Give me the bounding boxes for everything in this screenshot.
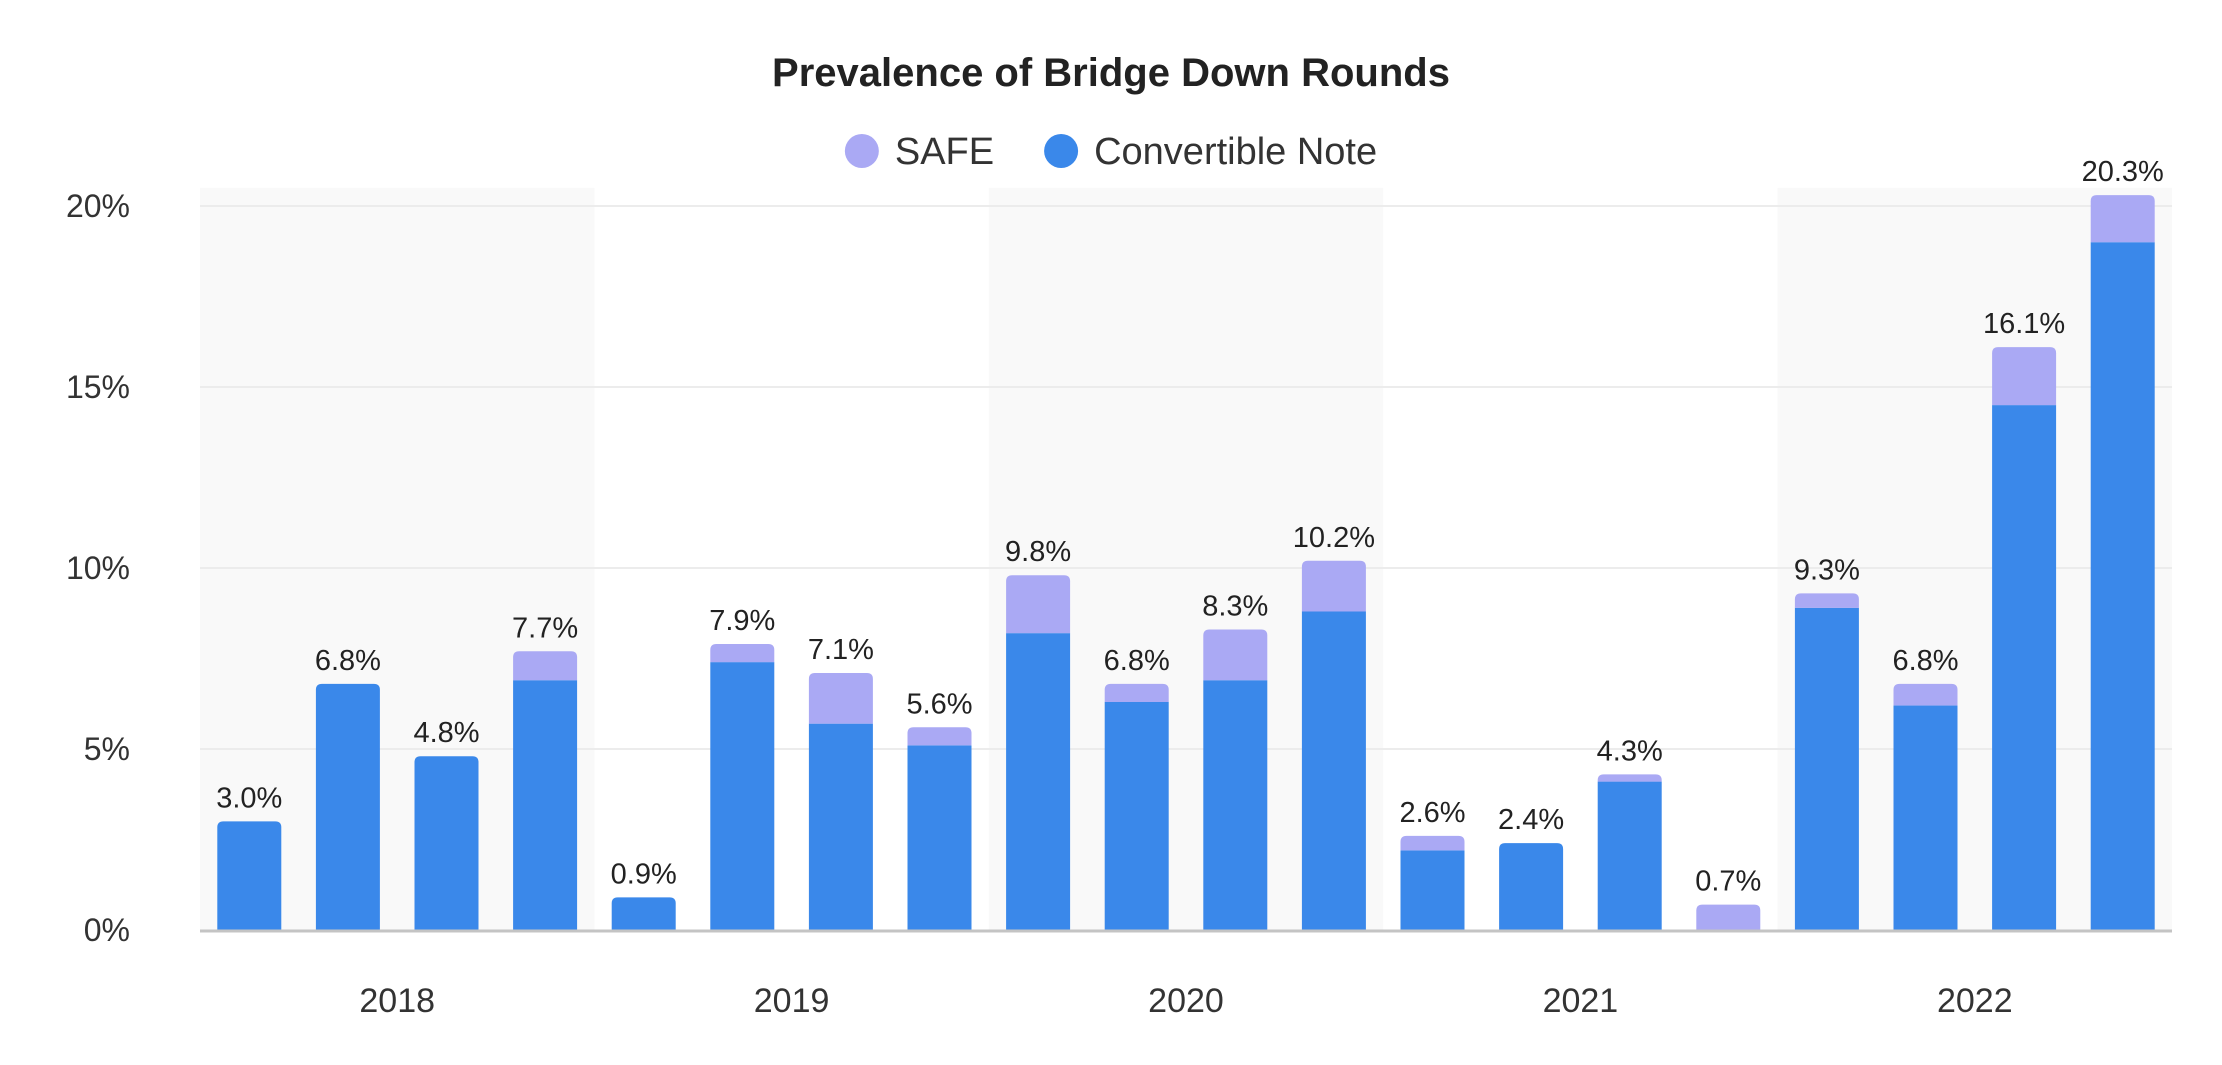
chart-title: Prevalence of Bridge Down Rounds bbox=[772, 51, 1450, 95]
bar-value-labels: 3.0% 6.8% 4.8% 7.7% 0.9% 7.9% 7.1% 5.6% 9.8% 6.8%… bbox=[216, 156, 2164, 898]
bar-safe bbox=[513, 651, 578, 681]
bar-total-label: 9.3% bbox=[1794, 554, 1860, 586]
bar-total-label: 2.4% bbox=[1498, 804, 1564, 836]
bar-safe bbox=[1696, 904, 1761, 930]
bar-total-label: 3.0% bbox=[216, 782, 282, 814]
bar-convertible-note bbox=[1104, 701, 1169, 930]
bar-total-label: 20.3% bbox=[2082, 156, 2164, 188]
bar-safe bbox=[1597, 774, 1662, 782]
year-bands bbox=[200, 187, 2172, 930]
bar-convertible-note bbox=[710, 662, 775, 930]
y-tick-label: 15% bbox=[66, 369, 130, 405]
bar-total-label: 7.1% bbox=[808, 634, 874, 666]
bar-convertible-note bbox=[1203, 680, 1268, 930]
bar-safe bbox=[2090, 195, 2155, 243]
bar-total-label: 4.3% bbox=[1597, 735, 1663, 767]
legend-label: Convertible Note bbox=[1094, 131, 1377, 173]
bar-convertible-note bbox=[513, 680, 578, 930]
bar-total-label: 9.8% bbox=[1005, 536, 1071, 568]
x-tick-label: 2021 bbox=[1543, 982, 1619, 1020]
bar-safe bbox=[907, 727, 972, 746]
bar-total-label: 6.8% bbox=[1892, 645, 1958, 677]
bar-convertible-note bbox=[611, 897, 676, 930]
bar-total-label: 6.8% bbox=[315, 645, 381, 677]
legend: SAFE Convertible Note bbox=[844, 131, 1377, 173]
y-tick-label: 20% bbox=[66, 188, 130, 224]
bar-convertible-note bbox=[217, 821, 282, 930]
bar-safe bbox=[1006, 575, 1071, 634]
bar-convertible-note bbox=[1301, 611, 1366, 930]
bar-convertible-note bbox=[1992, 405, 2057, 931]
bar-convertible-note bbox=[1400, 850, 1465, 930]
bar-convertible-note bbox=[2090, 242, 2155, 930]
bar-safe bbox=[808, 672, 873, 724]
bar-safe bbox=[1794, 593, 1859, 608]
bar-total-label: 2.6% bbox=[1399, 797, 1465, 829]
bar-total-label: 6.8% bbox=[1104, 645, 1170, 677]
legend-swatch bbox=[1044, 134, 1079, 168]
y-tick-label: 5% bbox=[84, 731, 130, 767]
bar-safe bbox=[1301, 560, 1366, 612]
bar-total-label: 10.2% bbox=[1293, 522, 1375, 554]
bar-safe bbox=[1400, 835, 1465, 851]
x-axis-ticks: 2018 2019 2020 2021 2022 bbox=[359, 982, 2012, 1020]
bar-convertible-note bbox=[1893, 705, 1958, 930]
bar-total-label: 7.9% bbox=[709, 605, 775, 637]
bar-total-label: 7.7% bbox=[512, 612, 578, 644]
legend-label: SAFE bbox=[895, 131, 994, 173]
x-tick-label: 2022 bbox=[1937, 982, 2013, 1020]
bar-convertible-note bbox=[1597, 781, 1662, 930]
bar-total-label: 16.1% bbox=[1983, 308, 2065, 340]
bar-safe bbox=[1992, 347, 2057, 406]
bar-convertible-note bbox=[1794, 607, 1859, 930]
x-tick-label: 2019 bbox=[754, 982, 830, 1020]
bar-total-label: 4.8% bbox=[413, 717, 479, 749]
legend-swatch bbox=[844, 134, 879, 168]
bar-safe bbox=[1893, 683, 1958, 706]
bar-total-label: 8.3% bbox=[1202, 591, 1268, 623]
y-axis-ticks: 0% 5% 10% 15% 20% bbox=[66, 188, 130, 948]
bar-convertible-note bbox=[808, 723, 873, 930]
x-tick-label: 2020 bbox=[1148, 982, 1224, 1020]
bar-total-label: 0.7% bbox=[1695, 866, 1761, 898]
bar-convertible-note bbox=[1499, 843, 1564, 930]
bar-convertible-note bbox=[414, 756, 479, 930]
x-tick-label: 2018 bbox=[359, 982, 435, 1020]
bars bbox=[217, 195, 2155, 931]
bar-convertible-note bbox=[315, 683, 380, 930]
bar-convertible-note bbox=[907, 745, 972, 930]
bar-convertible-note bbox=[1006, 633, 1071, 930]
bar-total-label: 5.6% bbox=[906, 688, 972, 720]
y-tick-label: 0% bbox=[84, 912, 130, 948]
bar-total-label: 0.9% bbox=[611, 858, 677, 890]
bar-safe bbox=[1104, 683, 1169, 702]
bar-safe bbox=[1203, 629, 1268, 681]
y-tick-label: 10% bbox=[66, 550, 130, 586]
bar-safe bbox=[710, 644, 775, 663]
